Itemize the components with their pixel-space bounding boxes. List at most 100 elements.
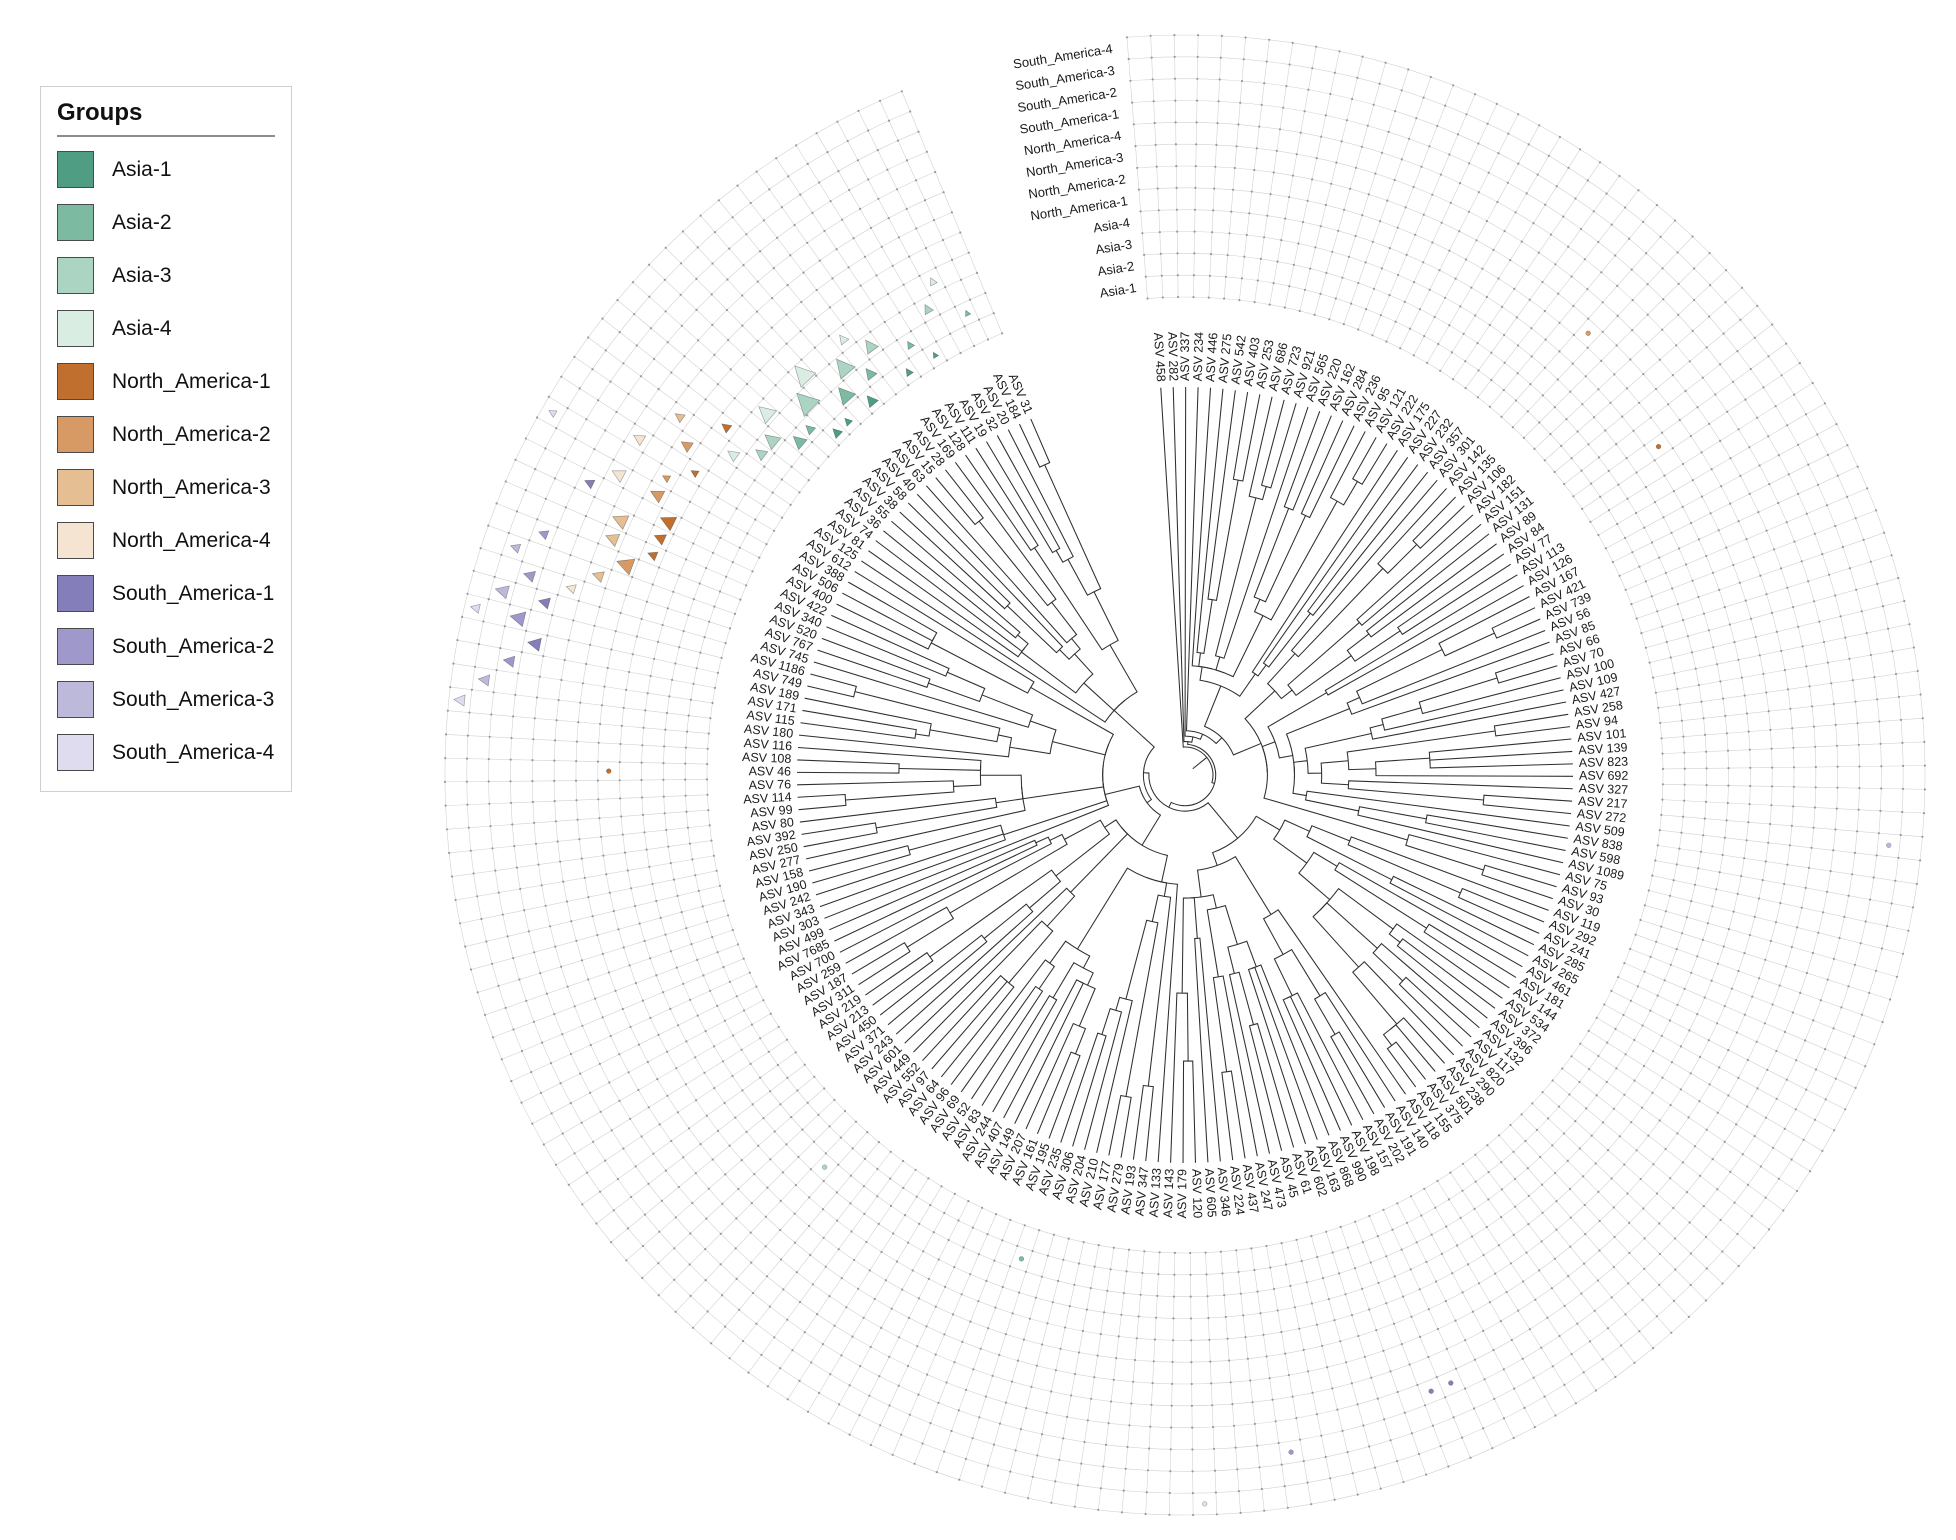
heatmap-markers [453, 277, 1892, 1507]
leaf-label: ASV 282 [1165, 332, 1180, 382]
abundance-triangle [680, 441, 694, 453]
abundance-triangle [537, 597, 551, 610]
leaf-label: ASV 46 [749, 764, 792, 778]
abundance-triangle [469, 603, 481, 614]
legend-item-label: South_America-4 [112, 740, 275, 764]
tree-edges [797, 387, 1574, 1163]
ring-label: Asia-2 [1097, 258, 1136, 279]
abundance-dot [1202, 1501, 1208, 1507]
legend-item: Asia-3 [57, 257, 275, 294]
abundance-triangle [932, 351, 940, 359]
abundance-triangle [548, 410, 558, 419]
legend-swatch-South_America-3 [57, 681, 94, 718]
leaf-label: ASV 80 [751, 815, 795, 834]
legend-swatch-South_America-2 [57, 628, 94, 665]
abundance-triangle [796, 392, 821, 417]
abundance-triangle [924, 303, 934, 316]
legend-item-label: North_America-1 [112, 369, 271, 393]
legend-swatch-South_America-1 [57, 575, 94, 612]
abundance-triangle [838, 387, 857, 406]
legend-item-label: North_America-3 [112, 475, 271, 499]
legend-swatch-Asia-4 [57, 310, 94, 347]
legend-item: Asia-4 [57, 310, 275, 347]
abundance-triangle [584, 479, 596, 490]
abundance-triangle [502, 655, 516, 668]
legend-item: North_America-3 [57, 469, 275, 506]
abundance-triangle [721, 423, 733, 434]
legend-item-label: North_America-4 [112, 528, 271, 552]
abundance-triangle [591, 571, 605, 583]
leaf-label: ASV 692 [1579, 769, 1628, 783]
abundance-triangle [727, 450, 741, 463]
abundance-triangle [616, 558, 636, 576]
legend-item: South_America-4 [57, 734, 275, 771]
ring-label: Asia-1 [1099, 280, 1138, 301]
legend-swatch-North_America-3 [57, 469, 94, 506]
leaf-label: ASV 458 [1151, 332, 1168, 382]
leaf-label: ASV 509 [1575, 819, 1626, 839]
leaf-label: ASV 542 [1228, 334, 1248, 385]
abundance-triangle [865, 339, 879, 355]
abundance-triangle [690, 470, 700, 479]
leaf-label: ASV 337 [1178, 332, 1192, 381]
legend-title: Groups [57, 99, 275, 137]
abundance-triangle [659, 517, 678, 532]
abundance-triangle [612, 515, 630, 531]
abundance-triangle [605, 533, 621, 548]
legend-item-label: North_America-2 [112, 422, 271, 446]
abundance-triangle [565, 584, 577, 595]
leaf-label: ASV 101 [1577, 726, 1627, 745]
abundance-triangle [930, 277, 938, 287]
legend-item: North_America-1 [57, 363, 275, 400]
abundance-dot [1886, 842, 1892, 849]
legend-item-label: Asia-2 [112, 210, 172, 234]
abundance-triangle [866, 395, 879, 409]
leaf-label: ASV 605 [1202, 1168, 1219, 1218]
abundance-triangle [527, 637, 542, 652]
legend-item-label: Asia-3 [112, 263, 172, 287]
abundance-triangle [633, 434, 647, 447]
legend-item: Asia-1 [57, 151, 275, 188]
legend-swatch-North_America-4 [57, 522, 94, 559]
leaf-label: ASV 114 [743, 790, 792, 807]
abundance-triangle [650, 490, 666, 504]
ring-grid [444, 34, 1926, 1516]
leaf-label: ASV 234 [1191, 332, 1207, 382]
leaf-label: ASV 99 [750, 803, 794, 821]
abundance-triangle [522, 570, 537, 583]
legend-swatch-Asia-1 [57, 151, 94, 188]
ring-labels: Asia-1Asia-2Asia-3Asia-4North_America-1N… [1012, 41, 1137, 301]
abundance-triangle [647, 551, 659, 562]
legend-swatch-Asia-2 [57, 204, 94, 241]
leaf-label: ASV 115 [746, 708, 796, 728]
leaf-label: ASV 224 [1227, 1165, 1247, 1216]
abundance-triangle [836, 358, 856, 380]
leaf-label: ASV 120 [1189, 1169, 1204, 1219]
leaf-label: ASV 347 [1132, 1166, 1151, 1217]
leaf-label: ASV 275 [1216, 333, 1235, 384]
leaf-label: ASV 108 [742, 750, 792, 766]
leaf-label: ASV 446 [1203, 332, 1220, 382]
legend-swatch-South_America-4 [57, 734, 94, 771]
leaf-label: ASV 94 [1575, 713, 1619, 732]
abundance-triangle [611, 470, 627, 484]
abundance-triangle [758, 406, 778, 425]
abundance-triangle [839, 334, 850, 346]
abundance-triangle [755, 449, 769, 462]
abundance-triangle [662, 475, 672, 484]
abundance-triangle [538, 530, 550, 541]
leaf-label: ASV 116 [743, 736, 792, 753]
abundance-triangle [844, 417, 854, 427]
abundance-triangle [805, 424, 817, 436]
abundance-triangle [794, 365, 817, 388]
abundance-triangle [965, 309, 972, 317]
leaf-label: ASV 272 [1576, 807, 1627, 826]
abundance-triangle [674, 413, 686, 424]
legend-item: South_America-2 [57, 628, 275, 665]
abundance-dot [1655, 443, 1662, 450]
grid-intersection-dots [443, 34, 1926, 1517]
abundance-triangle [510, 543, 522, 554]
abundance-dot [606, 768, 612, 774]
